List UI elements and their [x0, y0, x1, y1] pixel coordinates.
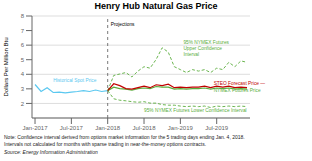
svg-text:95% NYMEX Futures Lower Confid: 95% NYMEX Futures Lower Confidence Inter… — [144, 108, 247, 113]
svg-text:95% NYMEX FuturesUpper Confide: 95% NYMEX FuturesUpper ConfidenceInterva… — [183, 40, 229, 57]
svg-text:3: 3 — [21, 86, 25, 92]
svg-text:7: 7 — [21, 28, 25, 34]
svg-text:Projections: Projections — [111, 22, 135, 27]
svg-text:Jan-2018: Jan-2018 — [95, 125, 121, 131]
svg-text:Jul-2017: Jul-2017 — [60, 125, 84, 131]
html-text:Note: Confidence interval deri: Note: Confidence interval derived from o… — [4, 134, 245, 147]
svg-text:5: 5 — [21, 57, 25, 63]
svg-text:Jan-2019: Jan-2019 — [168, 125, 194, 131]
svg-text:NYMEX Futures Price: NYMEX Futures Price — [214, 88, 261, 93]
svg-text:STEO Forecast Price —: STEO Forecast Price — — [214, 81, 266, 86]
html-text:Henry Hub Natural Gas Price: Henry Hub Natural Gas Price — [94, 1, 218, 11]
svg-text:Dollars Per Million Btu: Dollars Per Million Btu — [3, 37, 9, 96]
svg-text:4: 4 — [21, 71, 25, 77]
svg-text:8: 8 — [21, 13, 25, 19]
svg-text:2: 2 — [21, 101, 25, 107]
svg-text:Historical Spot Price: Historical Spot Price — [53, 78, 97, 83]
svg-text:Jul-2018: Jul-2018 — [133, 125, 157, 131]
svg-text:Jan-2017: Jan-2017 — [23, 125, 49, 131]
svg-text:Jul-2019: Jul-2019 — [205, 125, 229, 131]
svg-text:6: 6 — [21, 42, 25, 48]
html-text:Source: Energy Information Adm: Source: Energy Information Administratio… — [4, 149, 98, 155]
